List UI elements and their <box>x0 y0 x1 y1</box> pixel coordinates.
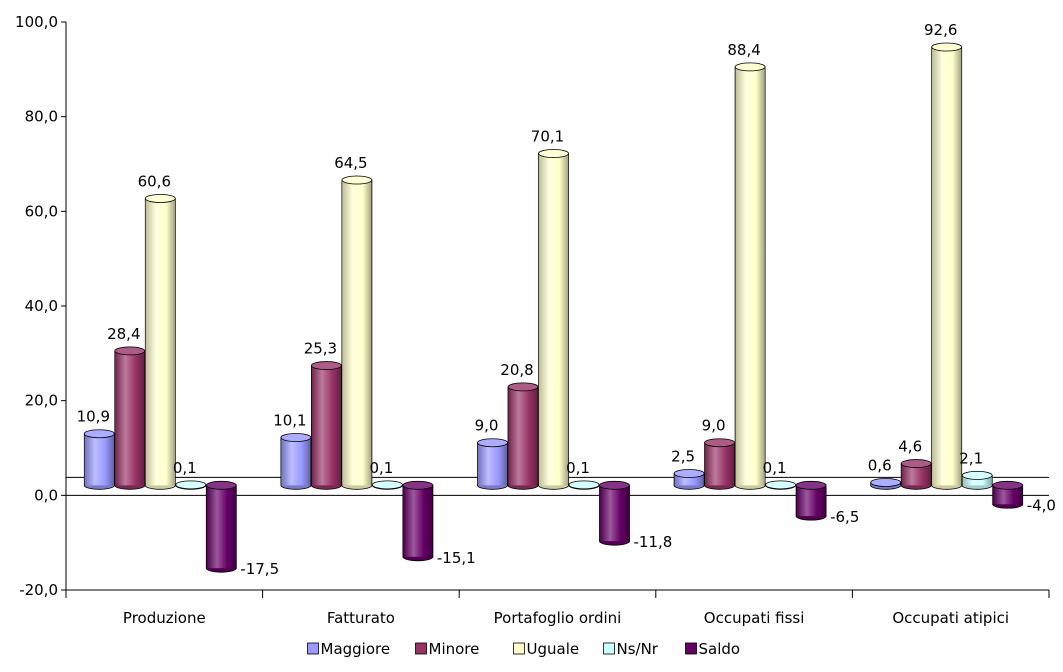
legend-swatch <box>685 642 697 655</box>
data-label-minore: 20,8 <box>500 361 533 379</box>
bar-uguale-produzione <box>144 194 176 490</box>
bar-minore-occupati-fissi <box>704 438 735 490</box>
bar-maggiore-occupati-atipici <box>870 478 902 490</box>
data-label-saldo: -11,8 <box>634 533 673 551</box>
bar-minore-fatturato <box>310 361 342 490</box>
bar-maggiore-portafoglio-ordini <box>477 438 508 490</box>
data-label-ns-nr: 2,1 <box>959 449 983 467</box>
bar-maggiore-occupati-fissi <box>673 469 705 490</box>
chart-bars <box>83 42 1024 573</box>
legend-swatch <box>603 642 615 655</box>
category-label: Occupati fissi <box>704 609 805 627</box>
legend-label: Minore <box>429 640 480 658</box>
y-tick-label: 60,0 <box>25 202 58 220</box>
data-label-uguale: 88,4 <box>727 41 760 59</box>
legend-label: Ns/Nr <box>617 640 659 658</box>
bar-ns-nr-occupati-fissi <box>765 480 796 490</box>
bar-ns-nr-portafoglio-ordini <box>568 480 600 490</box>
bar-minore-produzione <box>114 346 146 490</box>
data-label-saldo: -6,5 <box>830 508 859 526</box>
y-tick-label: -20,0 <box>19 581 58 599</box>
data-label-saldo: -17,5 <box>240 560 279 578</box>
y-tick-label: 0,0 <box>34 486 58 504</box>
category-label: Portafoglio ordini <box>494 609 622 627</box>
data-label-ns-nr: 0,1 <box>566 459 590 477</box>
y-tick-label: 100,0 <box>15 13 58 31</box>
legend-item-uguale: Uguale <box>513 640 580 658</box>
legend-item-minore: Minore <box>415 640 480 658</box>
bar-saldo-fatturato <box>402 480 434 562</box>
category-label: Fatturato <box>327 609 395 627</box>
bar-maggiore-fatturato <box>280 433 312 490</box>
data-label-ns-nr: 0,1 <box>369 459 393 477</box>
legend-swatch <box>307 642 319 655</box>
data-label-minore: 4,6 <box>898 438 922 456</box>
data-label-uguale: 70,1 <box>531 128 564 146</box>
legend-item-saldo: Saldo <box>685 640 741 658</box>
y-tick-label: 40,0 <box>25 297 58 315</box>
category-label: Produzione <box>123 609 206 627</box>
y-tick-label: 80,0 <box>25 108 58 126</box>
bar-ns-nr-fatturato <box>371 480 403 490</box>
legend-item-maggiore: Maggiore <box>307 640 391 658</box>
data-label-minore: 25,3 <box>304 340 337 358</box>
data-label-maggiore: 10,1 <box>273 412 306 430</box>
chart-legend: Maggiore Minore Uguale Ns/Nr Saldo <box>307 640 741 658</box>
chart-data-labels: 10,9 28,4 60,6 0,1 -17,5 10,1 25,3 64,5 0,1 -15,1… <box>77 21 1056 578</box>
bar-minore-portafoglio-ordini <box>507 382 539 490</box>
data-label-maggiore: 2,5 <box>671 448 695 466</box>
bar-uguale-portafoglio-ordini <box>538 149 569 490</box>
data-label-maggiore: 0,6 <box>868 456 892 474</box>
legend-swatch <box>513 642 525 655</box>
data-label-minore: 28,4 <box>107 325 140 343</box>
bar-minore-occupati-atipici <box>900 459 932 490</box>
bar-saldo-portafoglio-ordini <box>599 480 630 546</box>
data-label-ns-nr: 0,1 <box>763 459 787 477</box>
bar-uguale-occupati-atipici <box>931 42 963 490</box>
legend-label: Maggiore <box>321 640 391 658</box>
data-label-maggiore: 9,0 <box>475 417 499 435</box>
bar-ns-nr-produzione <box>175 480 207 490</box>
legend-label: Uguale <box>527 640 580 658</box>
bar-saldo-occupati-atipici <box>992 480 1024 509</box>
category-label: Occupati atipici <box>892 609 1009 627</box>
y-tick-label: 20,0 <box>25 392 58 410</box>
bar-uguale-fatturato <box>341 175 373 490</box>
bar-ns-nr-occupati-atipici <box>961 470 993 490</box>
legend-item-ns-nr: Ns/Nr <box>603 640 659 658</box>
data-label-maggiore: 10,9 <box>77 408 110 426</box>
bar-saldo-occupati-fissi <box>795 480 827 521</box>
data-label-minore: 9,0 <box>702 417 726 435</box>
bar-saldo-produzione <box>205 480 237 573</box>
data-label-ns-nr: 0,1 <box>173 459 197 477</box>
bar-maggiore-produzione <box>83 429 115 490</box>
legend-swatch <box>415 642 427 655</box>
chart-axes: -20,0 0,0 20,0 40,0 60,0 80,0 100,0 Produzione F… <box>15 13 1050 627</box>
data-label-uguale: 64,5 <box>334 154 367 172</box>
bar-uguale-occupati-fissi <box>734 62 766 490</box>
data-label-saldo: -15,1 <box>437 549 476 567</box>
data-label-uguale: 92,6 <box>924 21 957 39</box>
legend-label: Saldo <box>699 640 741 658</box>
data-label-uguale: 60,6 <box>138 172 171 190</box>
data-label-saldo: -4,0 <box>1027 496 1056 514</box>
